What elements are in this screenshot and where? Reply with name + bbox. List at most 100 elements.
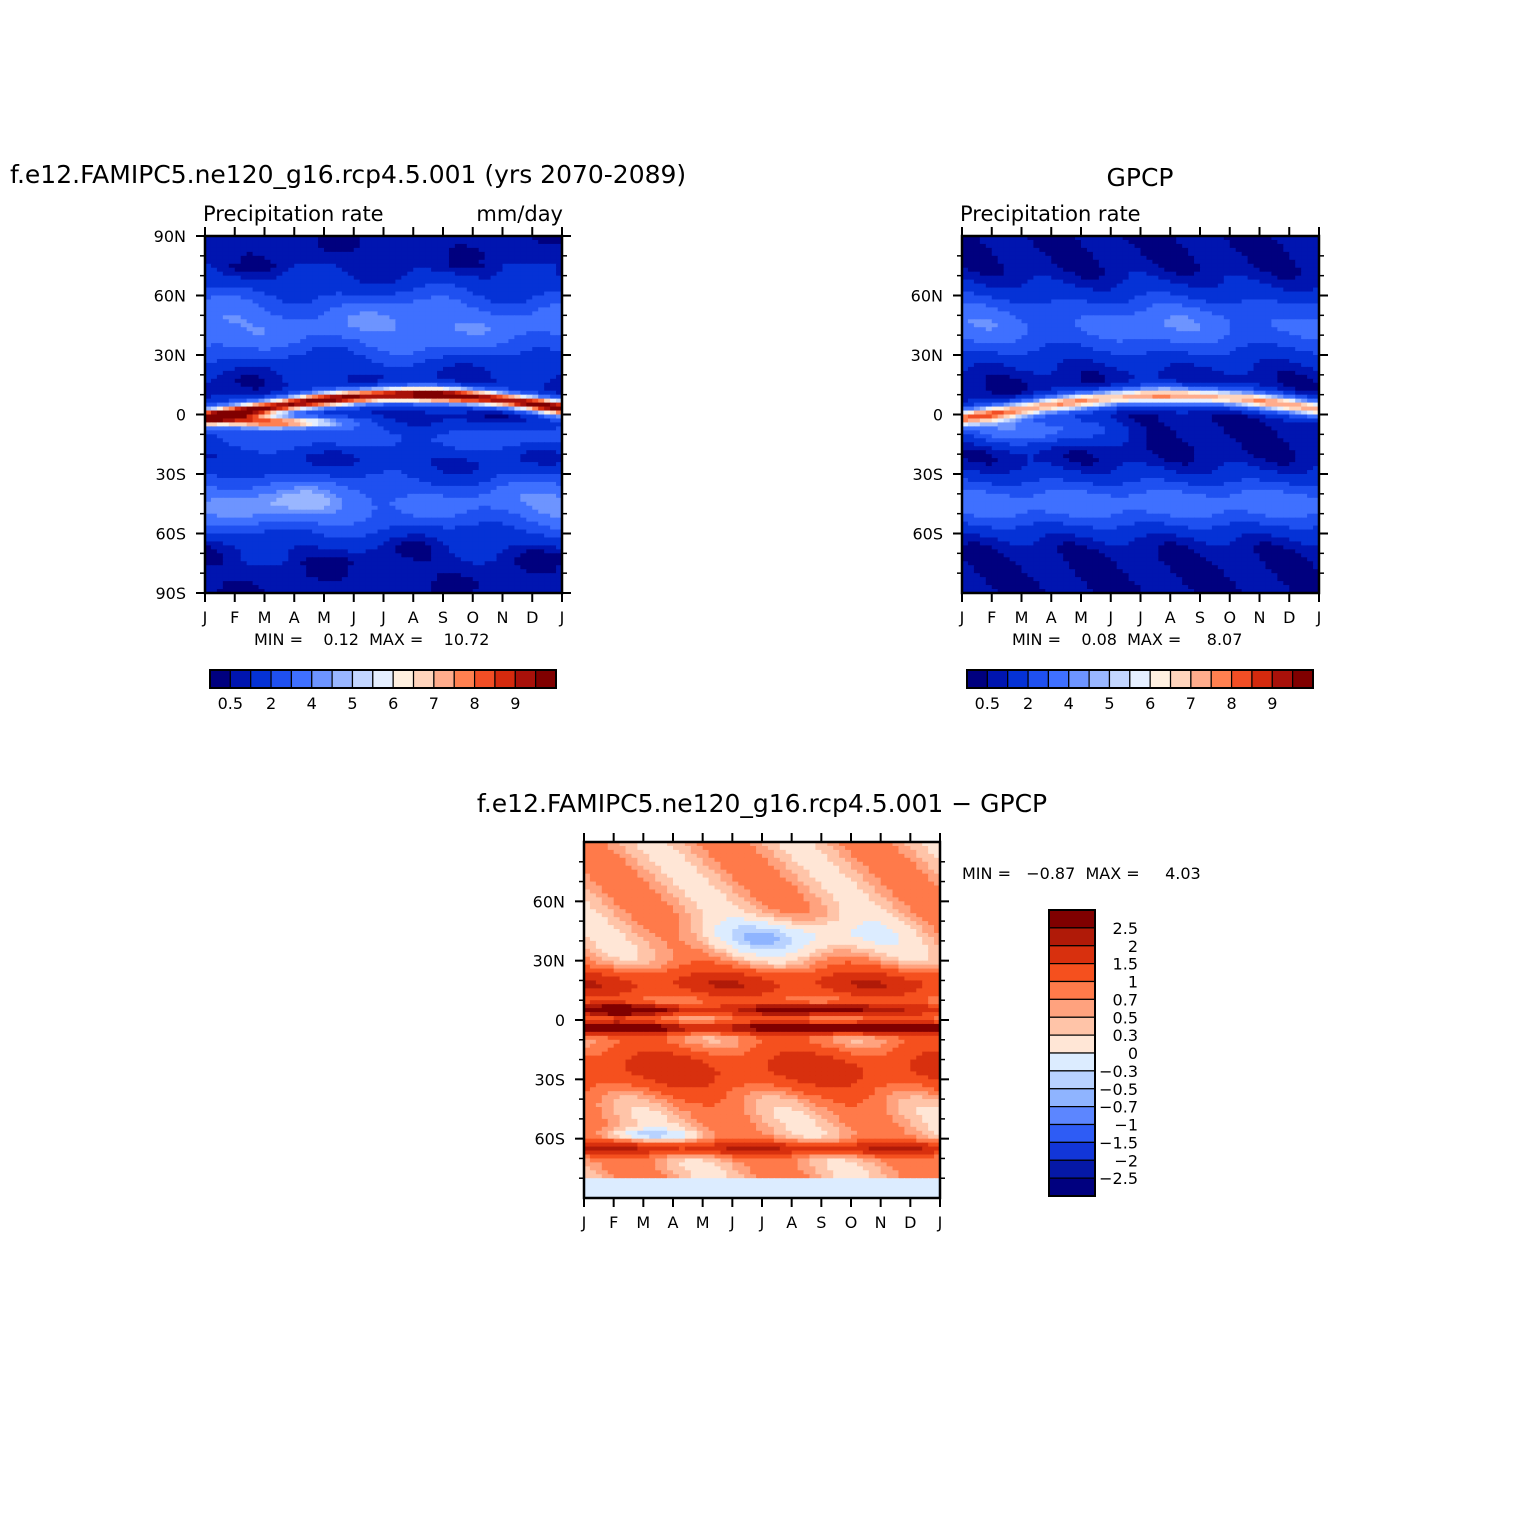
model-cell [443, 394, 450, 400]
model-cell [544, 343, 551, 348]
model-cell [228, 517, 236, 523]
model-cell [454, 426, 462, 431]
model-cell [210, 501, 218, 507]
model-cell [514, 307, 521, 312]
model-cell [365, 398, 373, 404]
model-cell [300, 271, 307, 277]
model-cell [264, 402, 272, 408]
model-cell [389, 493, 396, 499]
model-cell [234, 509, 242, 515]
model-cell [324, 454, 331, 459]
model-cell [216, 374, 224, 380]
model-cell [496, 477, 504, 483]
model-cell [270, 402, 277, 408]
model-cell [520, 402, 527, 408]
model-cell [318, 521, 325, 527]
model-cell [407, 236, 414, 241]
model-cell [234, 541, 242, 546]
model-cell [324, 505, 331, 511]
model-cell [431, 493, 438, 499]
model-cell [443, 299, 450, 305]
model-cell [288, 485, 295, 491]
model-cell [359, 243, 367, 249]
model-cell [365, 299, 373, 305]
model-cell [335, 247, 343, 253]
model-cell [365, 485, 373, 491]
model-cell [538, 529, 545, 535]
model-cell [472, 434, 480, 439]
model-cell [460, 450, 468, 455]
model-cell [365, 315, 373, 320]
model-cell [252, 485, 260, 491]
model-cell [395, 259, 402, 265]
model-cell [329, 243, 337, 249]
model-cell [478, 263, 486, 269]
model-cell [312, 279, 319, 285]
model-cell [508, 271, 515, 277]
model-cell [490, 525, 498, 531]
model-cell [306, 243, 313, 249]
model-cell [431, 497, 438, 503]
model-cell [341, 370, 349, 376]
model-cell [324, 394, 331, 400]
model-cell [276, 410, 283, 416]
model-cell [389, 390, 396, 396]
model-cell [210, 343, 218, 348]
model-cell [454, 243, 462, 249]
model-cell [276, 307, 283, 312]
model-cell [472, 386, 480, 392]
model-cell [359, 398, 367, 404]
model-cell [401, 239, 408, 245]
model-cell [556, 533, 562, 539]
model-cell [288, 394, 295, 400]
model-cell [401, 458, 408, 463]
model-cell [210, 327, 218, 332]
model-cell [347, 402, 355, 408]
model-cell [365, 287, 373, 293]
model-cell [329, 299, 337, 305]
model-cell [216, 343, 224, 348]
model-cell [502, 402, 510, 408]
model-cell [341, 295, 349, 301]
model-cell [205, 485, 212, 491]
model-cell [407, 255, 414, 261]
model-cell [472, 541, 480, 546]
model-cell [294, 347, 301, 352]
model-cell [210, 331, 218, 336]
model-cell [425, 315, 432, 320]
model-cell [520, 446, 527, 451]
model-cell [222, 509, 230, 515]
model-cell [270, 255, 277, 261]
model-cell [431, 442, 438, 447]
model-cell [359, 315, 367, 320]
model-cell [389, 497, 396, 503]
model-cell [276, 466, 283, 471]
model-cell [538, 319, 545, 324]
model-cell [538, 239, 545, 245]
model-cell [460, 351, 468, 356]
model-cell [353, 236, 361, 241]
model-cell [318, 434, 325, 439]
model-cell [484, 418, 492, 424]
model-cell [437, 533, 444, 539]
model-cell [389, 251, 396, 257]
model-cell [222, 477, 230, 483]
model-cell [359, 299, 367, 305]
model-cell [240, 247, 248, 253]
model-cell [508, 458, 515, 463]
model-cell [496, 315, 504, 320]
model-cell [318, 255, 325, 261]
model-cell [288, 470, 295, 475]
model-cell [419, 347, 426, 352]
model-cell [484, 382, 492, 388]
model-cell [258, 279, 266, 285]
model-cell [413, 470, 420, 475]
model-cell [508, 541, 515, 546]
model-cell [401, 426, 408, 431]
model-cell [389, 466, 396, 471]
model-cell [347, 255, 355, 261]
model-cell [556, 402, 562, 408]
model-cell [466, 358, 474, 364]
model-cell [502, 323, 510, 328]
model-cell [282, 303, 289, 308]
